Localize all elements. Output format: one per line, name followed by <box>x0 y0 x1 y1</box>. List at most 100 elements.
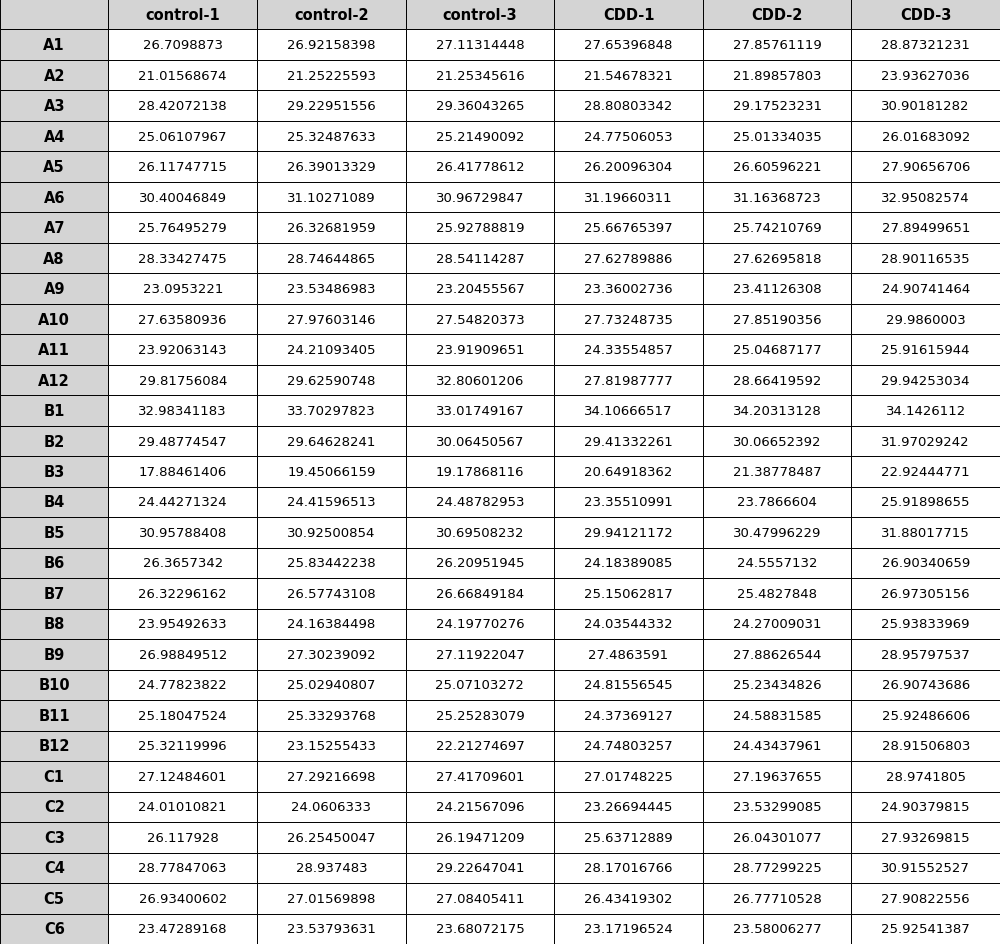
Text: 28.937483: 28.937483 <box>296 861 367 874</box>
Text: 19.17868116: 19.17868116 <box>436 465 524 479</box>
Bar <box>108 213 257 244</box>
Bar <box>851 152 1000 183</box>
Bar <box>703 731 851 761</box>
Text: C1: C1 <box>44 769 65 784</box>
Text: 26.3657342: 26.3657342 <box>143 557 223 570</box>
Text: 25.32487633: 25.32487633 <box>287 130 376 143</box>
Text: 29.36043265: 29.36043265 <box>436 100 524 113</box>
Text: 25.76495279: 25.76495279 <box>138 222 227 235</box>
Text: 27.30239092: 27.30239092 <box>287 649 376 661</box>
Bar <box>703 61 851 92</box>
Bar <box>554 609 703 639</box>
Text: A7: A7 <box>43 221 65 236</box>
Text: 27.01569898: 27.01569898 <box>287 892 376 904</box>
Bar <box>554 122 703 152</box>
Text: 26.77710528: 26.77710528 <box>733 892 821 904</box>
Bar <box>108 365 257 396</box>
Bar <box>851 700 1000 731</box>
Text: 26.41778612: 26.41778612 <box>436 161 524 174</box>
Bar <box>703 365 851 396</box>
Text: 27.90656706: 27.90656706 <box>882 161 970 174</box>
Bar <box>851 244 1000 274</box>
Bar <box>851 92 1000 122</box>
Text: control-1: control-1 <box>145 8 220 23</box>
Text: A11: A11 <box>38 343 70 358</box>
Text: 34.20313128: 34.20313128 <box>733 405 821 417</box>
Text: 25.18047524: 25.18047524 <box>138 709 227 722</box>
Bar <box>406 548 554 579</box>
Text: 26.66849184: 26.66849184 <box>436 587 524 600</box>
Bar <box>703 30 851 61</box>
Text: 21.01568674: 21.01568674 <box>138 70 227 83</box>
Bar <box>0 670 108 700</box>
Text: 24.90379815: 24.90379815 <box>881 801 970 814</box>
Bar <box>0 700 108 731</box>
Text: 25.66765397: 25.66765397 <box>584 222 673 235</box>
Bar <box>406 852 554 883</box>
Text: 25.74210769: 25.74210769 <box>733 222 821 235</box>
Text: 22.92444771: 22.92444771 <box>881 465 970 479</box>
Bar <box>554 396 703 427</box>
Text: A6: A6 <box>43 191 65 206</box>
Bar <box>851 548 1000 579</box>
Text: 26.11747715: 26.11747715 <box>138 161 227 174</box>
Text: 23.36002736: 23.36002736 <box>584 283 673 295</box>
Bar <box>554 670 703 700</box>
Bar <box>703 914 851 944</box>
Text: 27.63580936: 27.63580936 <box>138 313 227 327</box>
Bar <box>554 639 703 670</box>
Bar <box>257 152 406 183</box>
Bar <box>108 731 257 761</box>
Bar <box>851 335 1000 365</box>
Text: 23.93627036: 23.93627036 <box>881 70 970 83</box>
Text: B2: B2 <box>44 434 65 449</box>
Text: B6: B6 <box>44 556 65 571</box>
Text: 24.77823822: 24.77823822 <box>138 679 227 692</box>
Bar <box>108 457 257 487</box>
Text: 28.74644865: 28.74644865 <box>287 252 375 265</box>
Bar <box>851 183 1000 213</box>
Text: 24.43437961: 24.43437961 <box>733 739 821 752</box>
Text: 23.26694445: 23.26694445 <box>584 801 673 814</box>
Bar <box>257 244 406 274</box>
Text: C4: C4 <box>44 860 65 875</box>
Bar <box>108 427 257 457</box>
Bar <box>703 792 851 822</box>
Text: 26.92158398: 26.92158398 <box>287 40 376 52</box>
Text: 32.98341183: 32.98341183 <box>138 405 227 417</box>
Text: 23.15255433: 23.15255433 <box>287 739 376 752</box>
Bar <box>851 427 1000 457</box>
Text: 27.81987777: 27.81987777 <box>584 374 673 387</box>
Text: 28.9741805: 28.9741805 <box>886 770 966 783</box>
Bar <box>851 822 1000 852</box>
Text: 27.4863591: 27.4863591 <box>588 649 669 661</box>
Text: 27.19637655: 27.19637655 <box>733 770 821 783</box>
Bar <box>406 883 554 914</box>
Bar <box>703 213 851 244</box>
Bar <box>851 213 1000 244</box>
Text: 23.91909651: 23.91909651 <box>436 344 524 357</box>
Bar <box>108 274 257 305</box>
Text: A5: A5 <box>43 160 65 175</box>
Text: C3: C3 <box>44 830 65 845</box>
Bar <box>703 517 851 548</box>
Text: 28.54114287: 28.54114287 <box>436 252 524 265</box>
Bar <box>0 92 108 122</box>
Bar <box>257 822 406 852</box>
Bar <box>406 792 554 822</box>
Bar <box>554 244 703 274</box>
Text: 24.19770276: 24.19770276 <box>436 617 524 631</box>
Text: 29.81756084: 29.81756084 <box>139 374 227 387</box>
Bar <box>0 731 108 761</box>
Text: 28.42072138: 28.42072138 <box>138 100 227 113</box>
Bar <box>703 457 851 487</box>
Text: 27.85190356: 27.85190356 <box>733 313 821 327</box>
Text: 28.77847063: 28.77847063 <box>138 861 227 874</box>
Text: A8: A8 <box>43 251 65 266</box>
Text: 33.70297823: 33.70297823 <box>287 405 376 417</box>
Text: 31.19660311: 31.19660311 <box>584 192 673 205</box>
Bar <box>554 335 703 365</box>
Text: 30.06450567: 30.06450567 <box>436 435 524 448</box>
Bar <box>108 700 257 731</box>
Text: 21.38778487: 21.38778487 <box>733 465 821 479</box>
